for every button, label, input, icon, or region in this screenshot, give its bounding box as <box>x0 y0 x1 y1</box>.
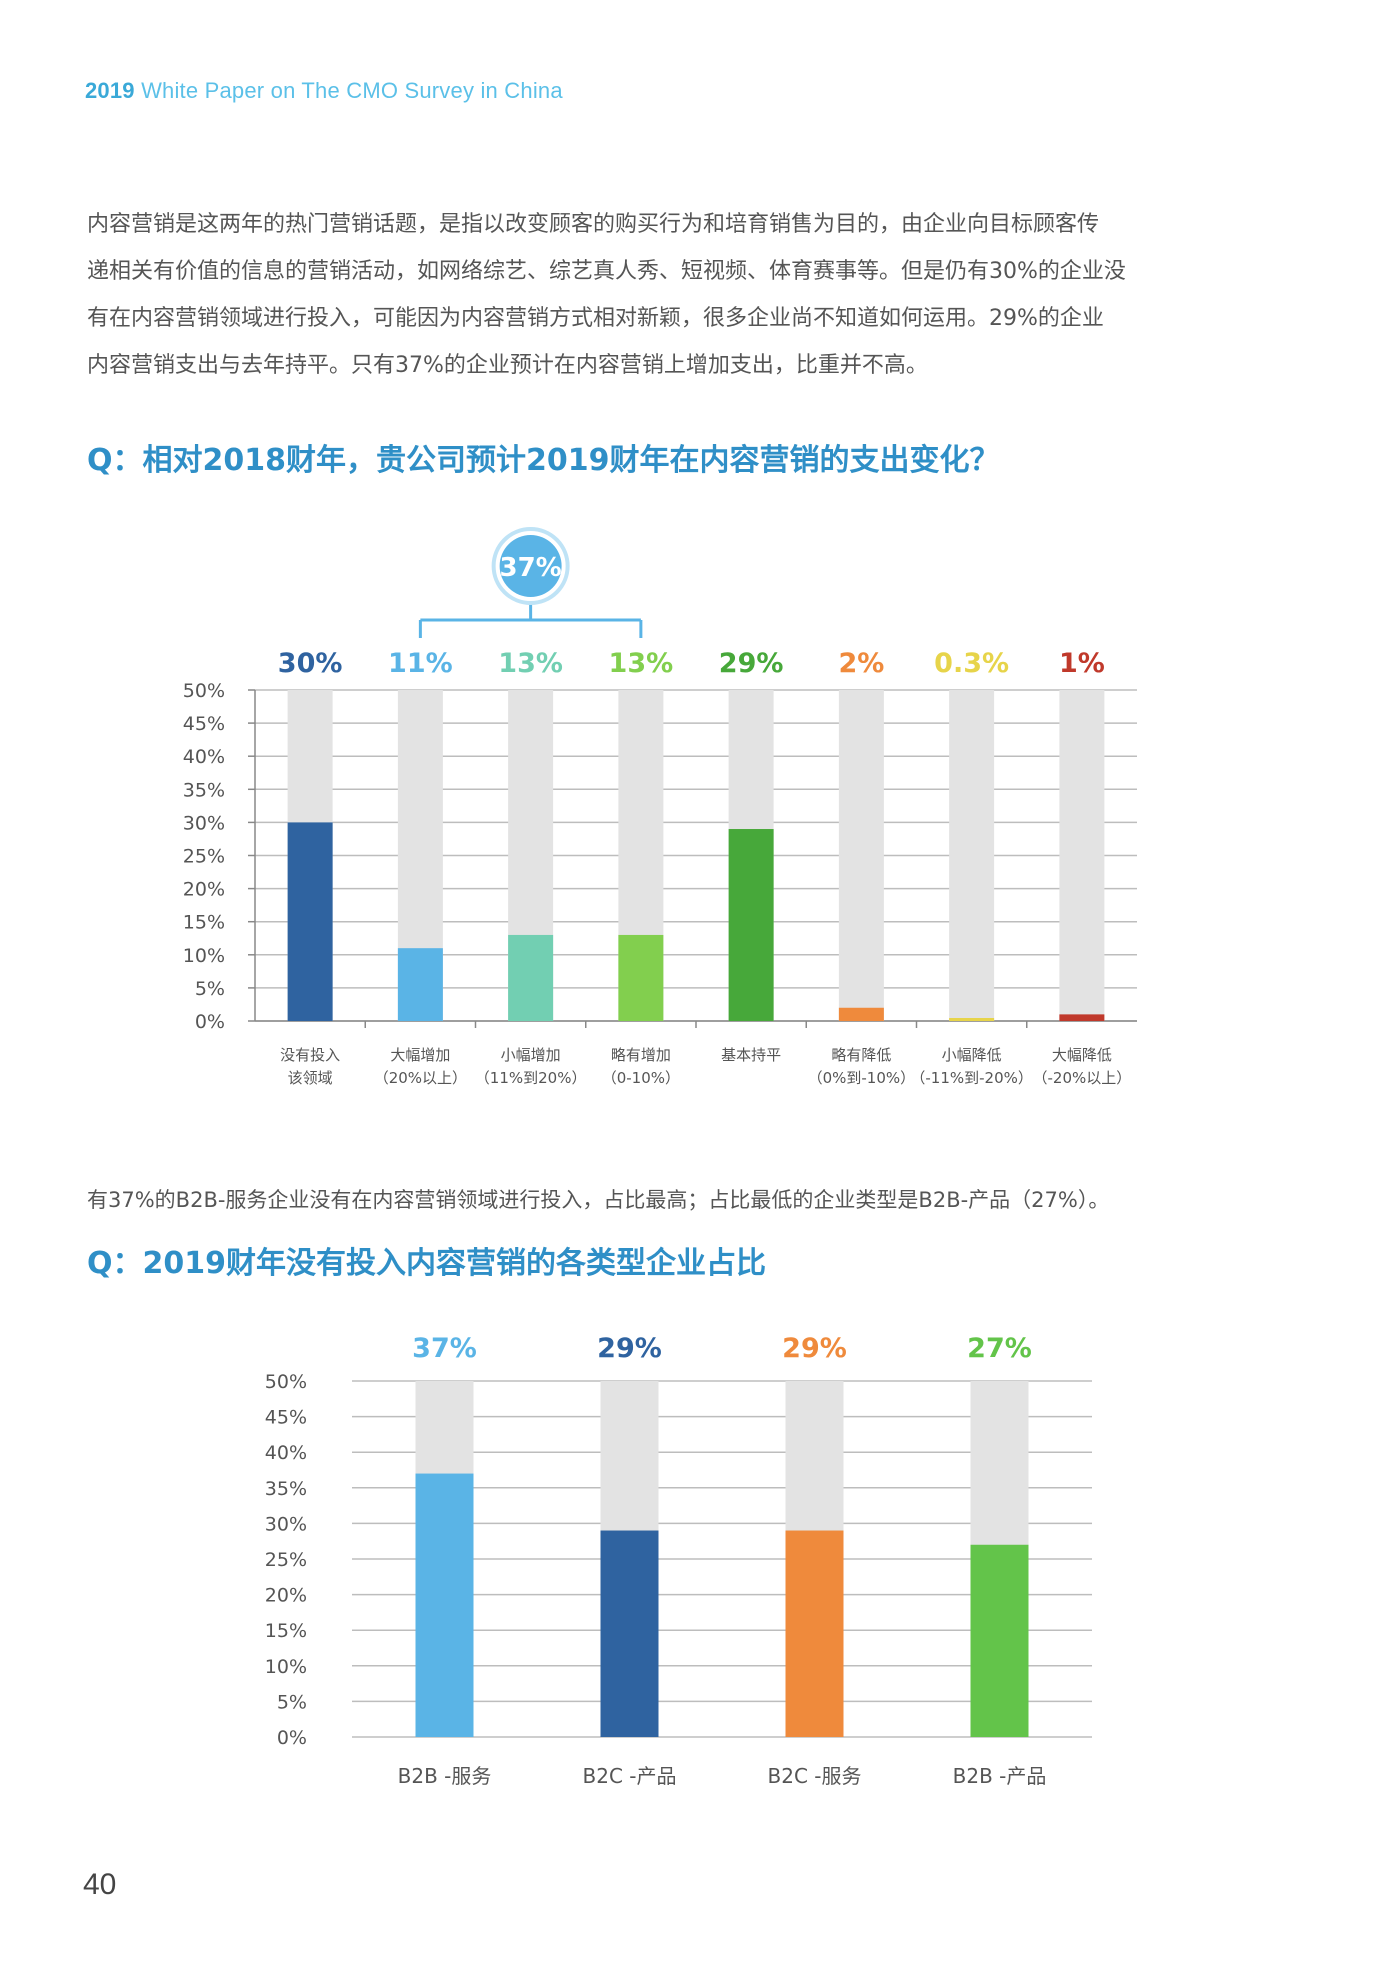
y-tick-label: 50% <box>183 680 225 702</box>
y-tick-label: 40% <box>265 1442 307 1464</box>
page-number: 40 <box>83 1868 117 1901</box>
category-label: 该领域 <box>288 1069 333 1087</box>
y-tick-label: 35% <box>183 779 225 801</box>
y-tick-label: 40% <box>183 746 225 768</box>
y-tick-label: 0% <box>195 1011 225 1033</box>
bar <box>508 934 554 1021</box>
data-label: 13% <box>609 648 674 679</box>
category-label: B2C -产品 <box>583 1764 677 1788</box>
data-label: 29% <box>597 1333 662 1364</box>
header-year: 2019 <box>85 78 135 103</box>
y-tick-label: 35% <box>265 1478 307 1500</box>
intro-line: 内容营销支出与去年持平。只有37%的企业预计在内容营销上增加支出，比重并不高。 <box>87 353 928 378</box>
category-label: 大幅降低 <box>1052 1046 1112 1064</box>
question-1-title: Q：相对2018财年，贵公司预计2019财年在内容营销的支出变化？ <box>87 443 1000 478</box>
bar-background <box>949 690 995 1021</box>
y-tick-label: 45% <box>183 713 225 735</box>
bar <box>838 1007 884 1021</box>
y-tick-label: 25% <box>183 846 225 868</box>
bar <box>728 829 774 1021</box>
intro-line: 有在内容营销领域进行投入，可能因为内容营销方式相对新颖，很多企业尚不知道如何运用… <box>87 306 1104 331</box>
intro-line: 内容营销是这两年的热门营销话题，是指以改变顾客的购买行为和培育销售为目的，由企业… <box>87 212 1100 237</box>
data-label: 30% <box>278 648 343 679</box>
bar <box>415 1473 474 1737</box>
bar <box>785 1530 844 1737</box>
spending-change-chart: 0% 5% 10% 15% 20% 25% 30% 35% 40% 45% 50% 30% 没有投入该领… <box>183 527 1137 1087</box>
bar <box>618 934 664 1021</box>
y-tick-label: 15% <box>183 912 225 934</box>
bar-background <box>838 690 884 1021</box>
y-tick-label: 25% <box>265 1549 307 1571</box>
category-label: （-11%到-20%） <box>910 1069 1033 1087</box>
data-label: 37% <box>412 1333 477 1364</box>
y-tick-label: 0% <box>277 1727 307 1749</box>
intro-paragraph: 内容营销是这两年的热门营销话题，是指以改变顾客的购买行为和培育销售为目的，由企业… <box>87 201 1126 389</box>
group-total-label: 37% <box>500 553 562 583</box>
category-label: B2C -服务 <box>768 1764 862 1788</box>
second-paragraph-text: 有37%的B2B-服务企业没有在内容营销领域进行投入，占比最高；占比最低的企业类… <box>87 1188 1110 1212</box>
category-label: 基本持平 <box>721 1046 781 1064</box>
y-tick-label: 5% <box>195 978 225 1000</box>
data-label: 13% <box>498 648 563 679</box>
category-label: （20%以上） <box>374 1069 467 1087</box>
y-tick-label: 30% <box>265 1513 307 1535</box>
y-tick-label: 20% <box>183 879 225 901</box>
bar <box>600 1530 659 1737</box>
bar-background <box>1059 690 1105 1021</box>
category-label: 略有增加 <box>611 1046 671 1064</box>
bar <box>287 822 333 1021</box>
bar <box>397 948 443 1021</box>
category-label: 小幅降低 <box>942 1046 1002 1064</box>
bar <box>970 1544 1029 1737</box>
category-label: （-20%以上） <box>1032 1069 1131 1087</box>
data-label: 1% <box>1059 648 1105 679</box>
intro-line: 递相关有价值的信息的营销活动，如网络综艺、综艺真人秀、短视频、体育赛事等。但是仍… <box>87 259 1126 284</box>
y-tick-label: 50% <box>265 1371 307 1393</box>
category-label: 小幅增加 <box>501 1046 561 1064</box>
group-circle <box>499 535 562 597</box>
category-label: B2B -产品 <box>953 1764 1047 1788</box>
y-tick-label: 45% <box>265 1407 307 1429</box>
data-label: 29% <box>782 1333 847 1364</box>
y-tick-label: 20% <box>265 1585 307 1607</box>
category-label: 大幅增加 <box>390 1046 450 1064</box>
data-label: 29% <box>719 648 784 679</box>
header-title: White Paper on The CMO Survey in China <box>141 78 563 103</box>
category-label: （0%到-10%） <box>808 1069 916 1087</box>
y-tick-label: 10% <box>183 945 225 967</box>
second-paragraph: 有37%的B2B-服务企业没有在内容营销领域进行投入，占比最高；占比最低的企业类… <box>87 1177 1109 1224</box>
y-tick-label: 5% <box>277 1691 307 1713</box>
y-tick-label: 10% <box>265 1656 307 1678</box>
category-label: 略有降低 <box>831 1046 891 1064</box>
document-header: 2019 White Paper on The CMO Survey in Ch… <box>85 78 563 104</box>
bar <box>949 1018 995 1021</box>
category-label: （0-10%） <box>602 1069 680 1087</box>
data-label: 0.3% <box>934 648 1009 679</box>
data-label: 11% <box>388 648 453 679</box>
bar <box>1059 1014 1105 1021</box>
data-label: 27% <box>967 1333 1032 1364</box>
y-tick-label: 15% <box>265 1620 307 1642</box>
data-label: 2% <box>838 648 884 679</box>
y-tick-label: 30% <box>183 812 225 834</box>
category-label: B2B -服务 <box>398 1764 492 1788</box>
category-label: 没有投入 <box>280 1046 340 1064</box>
question-2-title: Q：2019财年没有投入内容营销的各类型企业占比 <box>87 1246 766 1281</box>
category-label: （11%到20%） <box>475 1069 587 1087</box>
